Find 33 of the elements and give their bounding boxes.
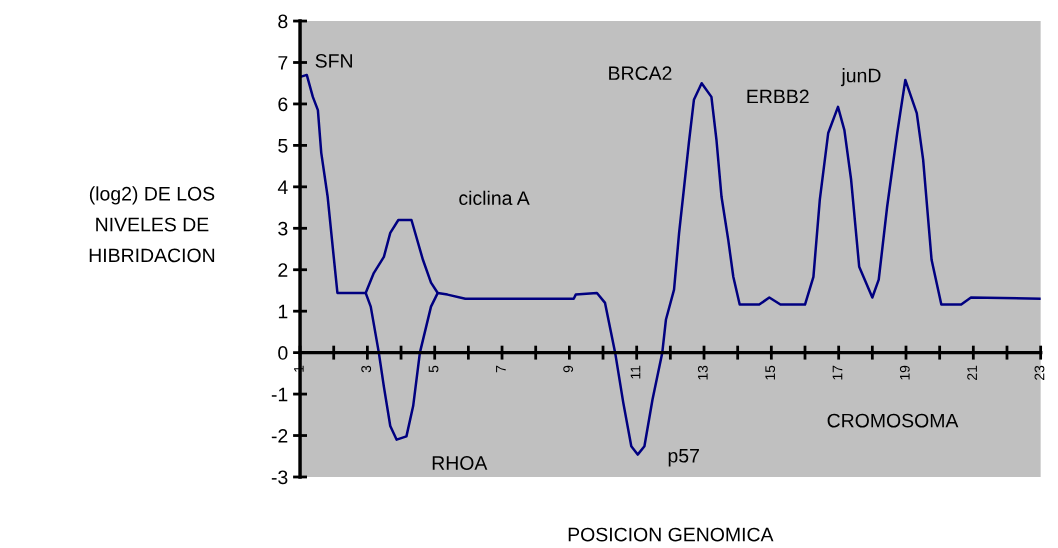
annotation: RHOA (432, 456, 488, 470)
x-tick-label: 5 (428, 365, 439, 373)
x-tick-label: 21 (967, 365, 977, 380)
y-tick-label: 2 (278, 263, 288, 277)
x-tick-label: 19 (899, 365, 910, 380)
x-tick-label: 7 (496, 365, 506, 373)
y-tick-label: 8 (278, 14, 288, 29)
x-tick-label: 11 (630, 365, 641, 379)
y-tick-label: 7 (278, 56, 288, 70)
y-tick-label: 4 (277, 180, 288, 194)
y-axis-title: (log2) DE LOS NIVELES DE HIBRIDACION (89, 186, 215, 263)
y-tick-label: -2 (271, 429, 288, 443)
y-tick-label: 3 (278, 221, 288, 236)
annotation: ciclina A (459, 190, 530, 205)
x-tick-label: 23 (1034, 365, 1045, 380)
x-tick-label: 17 (832, 365, 843, 380)
annotation: SFN (315, 53, 352, 68)
annotation: ERBB2 (747, 89, 809, 104)
annotation: p57 (668, 449, 699, 467)
annotation: junD (840, 68, 881, 87)
y-tick-label: -3 (271, 470, 288, 485)
x-tick-label: 3 (361, 365, 372, 373)
x-tick-label: 9 (563, 365, 574, 373)
x-tick-label: 13 (697, 365, 708, 380)
x-tick-label: 15 (765, 365, 776, 380)
y-tick-label: 0 (278, 346, 288, 360)
y-tick-label: -1 (271, 387, 288, 402)
annotation: BRCA2 (609, 66, 672, 81)
annotation: CROMOSOMA (827, 413, 959, 428)
x-axis-title: POSICION GENOMICA (568, 527, 774, 542)
y-tick-label: 5 (278, 139, 288, 153)
y-tick-label: 1 (278, 304, 288, 319)
y-tick-label: 6 (278, 97, 288, 112)
